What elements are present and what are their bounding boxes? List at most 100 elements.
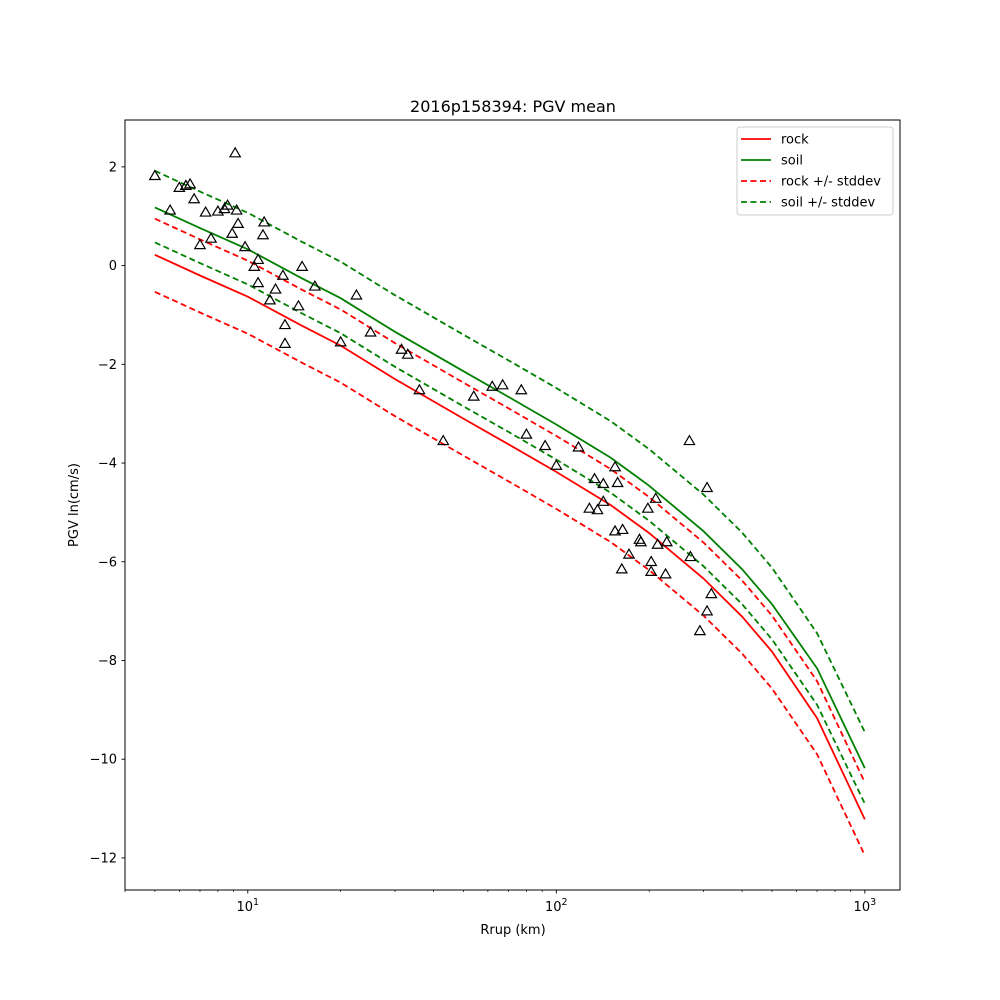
observation-point [395, 343, 408, 354]
observation-point [364, 325, 377, 337]
observation-point [292, 299, 305, 311]
observation-point [651, 538, 664, 549]
observation-point [278, 337, 292, 348]
observation-point [550, 459, 563, 470]
observation-point [622, 547, 636, 559]
observation-point [183, 177, 197, 189]
observation-point [486, 380, 499, 391]
observation-point [204, 232, 218, 243]
observation-point [684, 550, 697, 562]
legend-label: soil [781, 154, 803, 169]
observation-point [218, 202, 231, 214]
observation-point [256, 228, 270, 240]
observation-point [350, 288, 363, 300]
legend-label: rock [781, 133, 809, 148]
observation-point [148, 169, 162, 181]
observation-point [193, 238, 207, 250]
chart-title: 2016p158394: PGV mean [410, 97, 616, 116]
observation-point [225, 227, 239, 238]
observation-point [228, 146, 242, 158]
y-tick-label: −6 [98, 555, 117, 570]
observation-point [591, 503, 604, 515]
observation-point [659, 567, 672, 579]
observation-point [295, 260, 309, 271]
y-tick-label: −4 [98, 457, 117, 472]
x-axis-label: Rrup (km) [480, 923, 545, 938]
observation-point [520, 428, 533, 439]
observation-point [572, 440, 585, 452]
series-line-soil [154, 206, 866, 769]
x-tick-label: 103 [854, 897, 877, 915]
observation-point [644, 555, 658, 567]
legend-label: soil +/- stddev [781, 196, 876, 211]
observation-point [538, 439, 552, 451]
observation-point [251, 276, 265, 288]
observation-point [276, 269, 290, 280]
observation-points [148, 146, 718, 636]
observation-point [616, 523, 629, 535]
y-axis-label: PGV ln(cm/s) [67, 463, 82, 547]
observation-point [334, 335, 347, 347]
observation-point [615, 562, 629, 574]
observation-point [588, 472, 601, 484]
observation-point [251, 253, 265, 265]
series-line-soil-stddev [154, 169, 866, 733]
y-axis: 2 0 −2 −4 −6 −8 −10 −12 [90, 160, 125, 866]
observation-point [644, 565, 658, 576]
legend-label: rock +/- stddev [781, 175, 881, 190]
observation-point [496, 378, 509, 390]
observation-point [179, 179, 193, 190]
series-layer [154, 169, 866, 856]
observation-point [597, 477, 610, 489]
legend: rock soil rock +/- stddev soil +/- stddev [736, 126, 894, 216]
x-axis: 101 102 103 [124, 890, 877, 915]
legend-box [736, 126, 894, 216]
observation-point [608, 524, 622, 536]
observation-point [597, 495, 610, 506]
observation-point [401, 348, 414, 359]
x-tick-label: 101 [236, 897, 259, 915]
observation-point [413, 383, 426, 395]
series-line-soil-stddev [154, 241, 866, 804]
x-tick-label: 102 [545, 897, 568, 915]
observation-point [263, 293, 277, 305]
observation-point [238, 240, 252, 252]
series-line-rock-stddev [154, 217, 866, 783]
observation-point [187, 192, 201, 204]
observation-point [660, 535, 673, 547]
observation-point [269, 282, 282, 294]
observation-point [257, 215, 271, 227]
observation-point [649, 492, 662, 503]
observation-point [163, 203, 177, 215]
observation-point [611, 476, 624, 488]
plot-frame [124, 119, 901, 891]
series-line-rock-stddev [154, 290, 866, 856]
observation-point [231, 217, 245, 228]
observation-point [436, 434, 450, 446]
observation-point [700, 604, 714, 616]
observation-point [467, 390, 480, 401]
observation-point [515, 383, 528, 395]
observation-point [221, 198, 234, 210]
series-line-rock [154, 253, 866, 820]
observation-point [308, 279, 322, 291]
observation-point [641, 502, 655, 513]
observation-point [199, 205, 212, 217]
y-tick-label: 2 [109, 160, 117, 175]
y-tick-label: −10 [90, 753, 117, 768]
observation-point [608, 460, 622, 472]
y-tick-label: −2 [98, 358, 117, 373]
y-tick-label: 0 [109, 259, 117, 274]
y-tick-label: −12 [90, 851, 117, 866]
observation-point [634, 535, 648, 547]
observation-point [705, 587, 718, 599]
observation-point [230, 203, 243, 215]
observation-point [583, 502, 596, 513]
observation-point [700, 481, 714, 493]
y-tick-label: −8 [98, 654, 117, 669]
observation-point [683, 434, 696, 446]
observation-point [693, 624, 707, 636]
observation-point [248, 260, 261, 271]
observation-point [278, 318, 292, 330]
